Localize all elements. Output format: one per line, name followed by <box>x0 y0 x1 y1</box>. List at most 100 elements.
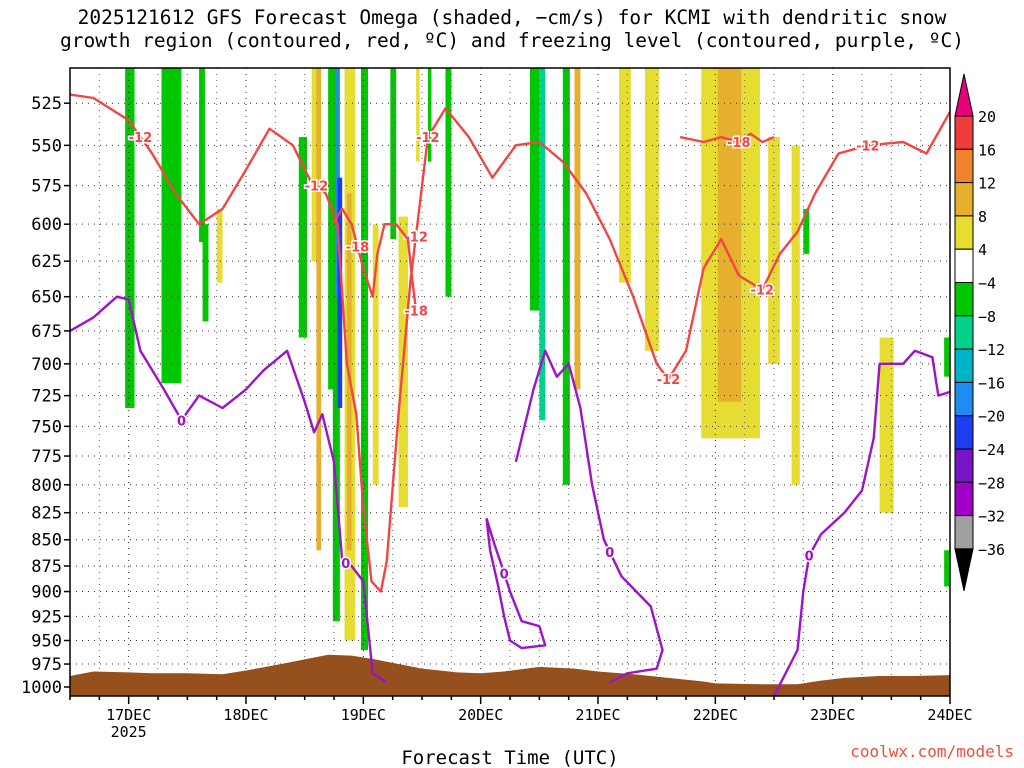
freezing-level-contour <box>70 295 388 684</box>
freezing-level-contour-label: 0 <box>341 557 350 572</box>
y-tick-label: 825 <box>31 504 62 524</box>
omega-cell <box>574 68 581 390</box>
dgz-contour-label: -18 <box>346 241 370 256</box>
y-tick-label: 525 <box>31 94 62 114</box>
colorbar-bin <box>954 248 974 283</box>
freezing-level-contour-label: 0 <box>500 567 509 582</box>
x-tick-label: 23DEC <box>810 706 855 724</box>
omega-cell <box>539 68 546 421</box>
omega-cell <box>803 208 810 254</box>
freezing-level-contour <box>485 517 547 650</box>
dgz-contour <box>331 207 418 311</box>
colorbar-bin <box>954 315 974 350</box>
y-tick-label: 725 <box>31 387 62 407</box>
colorbar-label: −8 <box>978 308 996 326</box>
omega-cell <box>298 137 308 338</box>
omega-cell <box>332 68 340 622</box>
y-axis: 525 550 575 600 625 650 675 700 725 750 775 800 825 8… <box>21 94 70 698</box>
y-tick-label: 850 <box>31 531 62 551</box>
dgz-contour <box>70 93 950 593</box>
contour-layer: -12 -12 -12 -12 -12 -12 -12 -18 -18 -18 0 0 0 0 0 <box>70 93 950 696</box>
colorbar-label: −28 <box>978 474 1005 492</box>
y-tick-label: 925 <box>31 607 62 627</box>
colorbar-label: −16 <box>978 374 1005 392</box>
omega-cell <box>337 177 343 409</box>
omega-cell <box>791 145 800 485</box>
dgz-contour-label: -12 <box>305 180 329 195</box>
y-tick-label: 600 <box>31 215 62 235</box>
y-tick-label: 675 <box>31 322 62 342</box>
dgz-contour-label: -12 <box>856 139 880 154</box>
colorbar-bottom-arrow <box>954 548 974 592</box>
colorbar-bin <box>954 515 974 550</box>
colorbar-label: −12 <box>978 341 1005 359</box>
y-tick-label: 900 <box>31 583 62 603</box>
colorbar-label: −20 <box>978 408 1005 426</box>
dgz-contour <box>679 132 775 144</box>
site-credit: coolwx.com/models <box>850 742 1014 761</box>
chart-title-line-1: 2025121612 GFS Forecast Omega (shaded, −… <box>77 6 947 29</box>
y-tick-label: 775 <box>31 447 62 467</box>
freezing-level-contour-label: 0 <box>605 546 614 561</box>
terrain-layer <box>70 654 950 696</box>
y-tick-label: 800 <box>31 476 62 496</box>
omega-cell <box>125 68 135 409</box>
dgz-contour-label: -12 <box>657 373 681 388</box>
y-tick-label: 875 <box>31 557 62 577</box>
y-tick-label: 575 <box>31 177 62 197</box>
omega-cell <box>199 68 205 243</box>
omega-cell <box>390 68 397 240</box>
colorbar-label: −36 <box>978 541 1005 559</box>
omega-cell <box>372 224 379 485</box>
y-tick-label: 950 <box>31 632 62 652</box>
colorbar-bin <box>954 448 974 483</box>
freezing-level-contour-label: 0 <box>805 550 814 565</box>
y-tick-label: 750 <box>31 417 62 437</box>
colorbar-label: −32 <box>978 508 1005 526</box>
omega-cell <box>445 68 452 297</box>
y-tick-label: 1000 <box>21 678 62 698</box>
dgz-contour-label: -12 <box>416 131 440 146</box>
colorbar-label: 4 <box>978 241 987 259</box>
x-tick-label: 20DEC <box>458 706 503 724</box>
omega-cell <box>944 550 950 587</box>
colorbar-label: −4 <box>978 275 996 293</box>
chart-title: 2025121612 GFS Forecast Omega (shaded, −… <box>0 6 1024 52</box>
omega-cell <box>202 224 209 322</box>
omega-cell <box>335 68 339 297</box>
y-tick-label: 700 <box>31 355 62 375</box>
omega-cell <box>316 68 322 551</box>
x-tick-label: 19DEC <box>341 706 386 724</box>
dgz-contour-label: -18 <box>727 136 751 151</box>
omega-cell <box>216 208 223 283</box>
dgz-contour-label: -12 <box>404 231 428 246</box>
colorbar-bin <box>954 481 974 517</box>
colorbar-bin <box>954 348 974 383</box>
omega-cell <box>427 68 432 162</box>
colorbar-label: 12 <box>978 175 996 193</box>
x-tick-sublabel: 2025 <box>111 723 147 741</box>
colorbar-label: 8 <box>978 208 987 226</box>
omega-cell <box>161 68 182 384</box>
omega-cell <box>328 68 334 390</box>
colorbar-label: −24 <box>978 441 1005 459</box>
freezing-level-contour <box>772 349 950 696</box>
x-axis-label: Forecast Time (UTC) <box>401 747 618 768</box>
freezing-level-contour-label: 0 <box>177 414 186 429</box>
omega-cell <box>529 68 540 311</box>
freezing-level-contour <box>514 349 664 684</box>
colorbar-bin <box>954 148 974 184</box>
colorbar-bin <box>954 381 974 417</box>
colorbar-top-arrow <box>954 73 974 117</box>
y-tick-label: 650 <box>31 288 62 308</box>
omega-cell <box>644 68 660 351</box>
omega-cell <box>311 68 319 262</box>
x-tick-label: 21DEC <box>575 706 620 724</box>
omega-cell <box>944 337 950 377</box>
colorbar: 20 16 12 8 4 −4 −8 −12 −16 −20 −24 −28 −32 −36 <box>954 73 1005 592</box>
colorbar-bin <box>954 282 974 317</box>
colorbar-bin <box>954 415 974 450</box>
y-tick-label: 625 <box>31 252 62 272</box>
